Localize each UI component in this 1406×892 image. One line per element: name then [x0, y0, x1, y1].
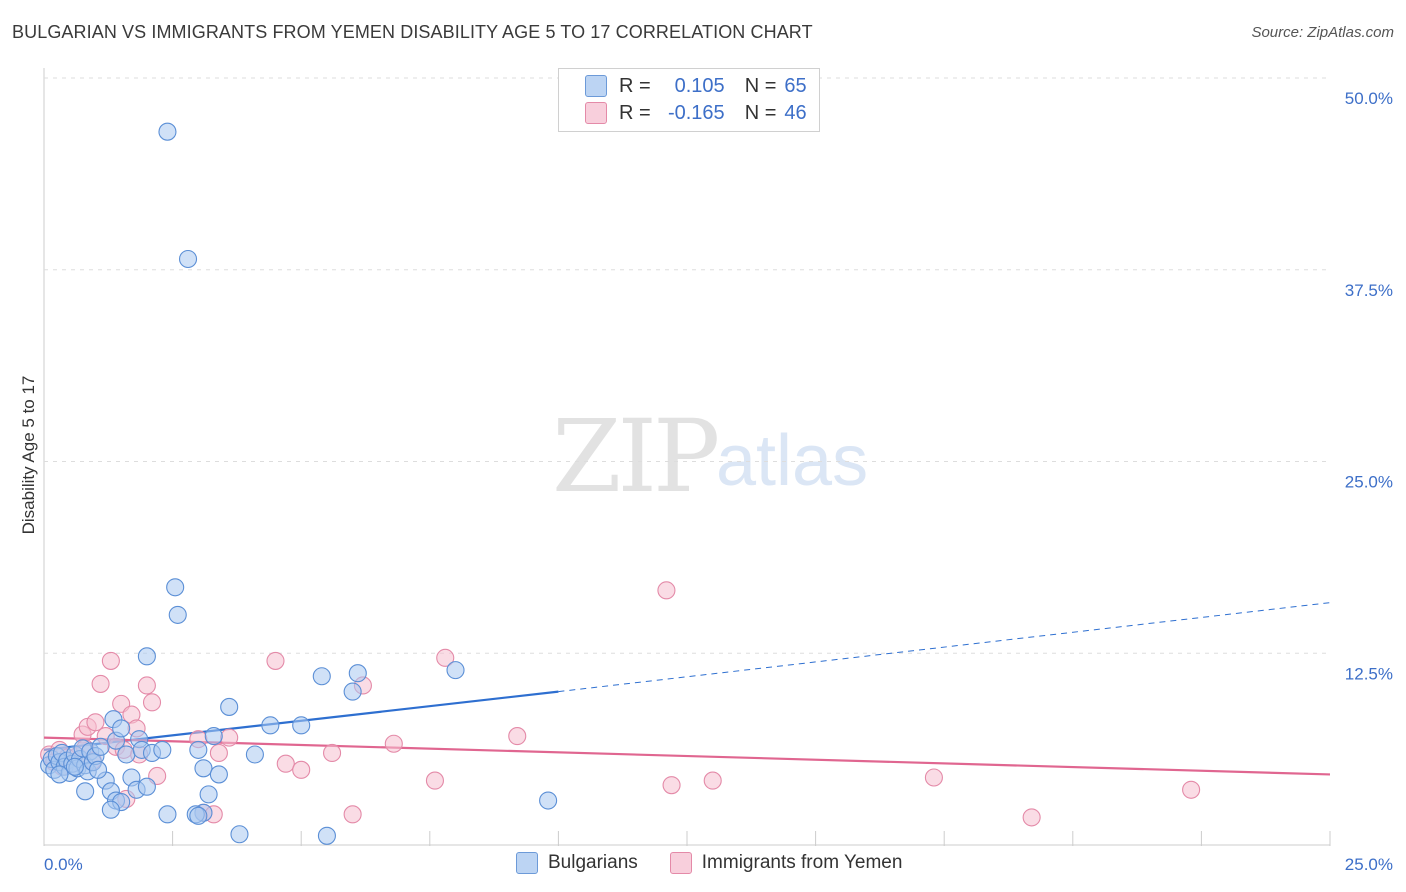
bulgarian-point: [158, 805, 177, 824]
legend-label-yemen: Immigrants from Yemen: [701, 852, 903, 873]
watermark-zip: ZIP: [552, 398, 720, 515]
grid-layer: [43, 68, 1331, 846]
legend-n-label: N =: [744, 101, 777, 124]
bulgarian-point: [88, 760, 108, 779]
bulgarian-point: [153, 740, 172, 759]
bulgarian-point: [168, 605, 187, 624]
bulgarian-point: [292, 716, 311, 735]
bulgarian-point: [261, 716, 280, 735]
yemen-point: [343, 805, 362, 824]
correlation-legend: R = 0.105 N = 65 R = -0.165 N = 46: [558, 68, 820, 132]
bulgarian-point: [91, 737, 110, 756]
bulgarian-point: [230, 825, 249, 844]
bulgarian-point: [112, 719, 131, 738]
yemen-trend-line: [43, 736, 1331, 776]
bulgarian-point: [199, 785, 218, 804]
bulgarian-point: [189, 740, 208, 759]
yemen-point: [436, 648, 455, 667]
bulgarian-point: [158, 122, 177, 141]
bulgarian-point: [178, 249, 198, 269]
bulgarian-point: [220, 697, 239, 716]
bulgarian-point: [101, 800, 120, 819]
y-axis-label: Disability Age 5 to 17: [19, 376, 38, 535]
legend-r-value: 0.105: [674, 74, 725, 97]
yemen-point: [137, 676, 156, 695]
yemen-point: [101, 651, 120, 670]
series-legend: Bulgarians Immigrants from Yemen: [516, 852, 902, 874]
yemen-point: [142, 693, 162, 712]
bulgarian-point: [312, 667, 331, 686]
legend-swatch-yemen: [669, 852, 692, 874]
bulgarian-point: [137, 647, 156, 666]
legend-n-value: 65: [784, 74, 807, 97]
yemen-point: [384, 734, 403, 753]
legend-n-label: N =: [744, 74, 777, 97]
yemen-point: [266, 651, 285, 670]
tick-layer: 12.5% 25.0% 37.5% 50.0% 0.0% 25.0%: [44, 89, 1393, 874]
y-tick-label: 25.0%: [1345, 473, 1393, 492]
yemen-point: [1182, 780, 1201, 799]
bulgarian-point: [317, 826, 336, 845]
legend-swatch-bulgarians: [516, 852, 538, 874]
bulgarian-trend-extension: [558, 602, 1331, 693]
bulgarian-point: [166, 578, 185, 597]
bulgarian-point: [137, 777, 156, 796]
bulgarian-point: [204, 727, 223, 746]
chart-title: BULGARIAN VS IMMIGRANTS FROM YEMEN DISAB…: [12, 22, 813, 42]
x-tick-label: 25.0%: [1345, 855, 1393, 874]
x-tick-label: 0.0%: [44, 855, 83, 874]
legend-label-bulgarians: Bulgarians: [548, 852, 638, 873]
bulgarian-point: [446, 661, 465, 680]
yemen-point: [662, 776, 681, 795]
y-tick-label: 50.0%: [1345, 89, 1393, 108]
bulgarian-point: [539, 791, 558, 810]
bulgarian-point: [343, 682, 362, 701]
bulgarian-point: [348, 664, 367, 683]
yemen-point: [323, 743, 342, 763]
yemen-point: [508, 727, 527, 746]
yemen-point: [91, 674, 110, 693]
yemen-point: [220, 728, 239, 747]
legend-swatch-pink: [585, 102, 607, 124]
legend-row-bulgarians: R = 0.105 N = 65: [559, 73, 807, 99]
yemen-point: [657, 581, 676, 600]
yemen-point: [425, 771, 444, 790]
bulgarian-point: [76, 782, 95, 801]
bulgarian-point: [189, 806, 208, 825]
legend-r-value: -0.165: [667, 101, 725, 124]
y-tick-label: 37.5%: [1345, 281, 1393, 300]
bulgarian-point: [117, 745, 136, 764]
chart-source: Source: ZipAtlas.com: [1251, 24, 1394, 41]
legend-row-yemen: R = -0.165 N = 46: [559, 100, 807, 126]
y-tick-label: 12.5%: [1345, 664, 1393, 683]
bulgarian-point: [194, 759, 213, 778]
bulgarian-point: [65, 757, 84, 776]
legend-swatch-blue: [585, 75, 607, 97]
bulgarian-point: [50, 765, 69, 784]
yemen-point: [1022, 808, 1041, 827]
legend-r-label: R =: [619, 101, 651, 124]
trend-layer: [43, 602, 1331, 776]
yemen-point: [86, 713, 105, 732]
yemen-point: [292, 760, 311, 779]
yemen-point: [276, 754, 295, 773]
yemen-point: [703, 771, 722, 790]
legend-n-value: 46: [784, 101, 807, 124]
points-layer: [40, 122, 1201, 845]
yemen-point: [209, 743, 228, 763]
yemen-point: [924, 768, 943, 787]
bulgarian-point: [209, 765, 228, 784]
legend-r-label: R =: [619, 74, 651, 97]
bulgarian-point: [245, 745, 264, 764]
